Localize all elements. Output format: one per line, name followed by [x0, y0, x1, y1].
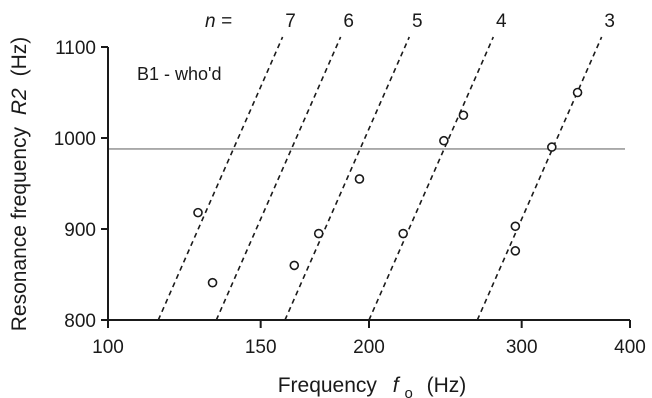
x-axis-title-prefix: Frequency: [278, 374, 378, 397]
data-point: [313, 228, 324, 239]
harmonic-label-n4: 4: [496, 11, 507, 32]
harmonic-label-n5: 5: [412, 11, 423, 32]
axes: [101, 46, 631, 328]
x-tick-label: 150: [245, 337, 277, 358]
data-point: [510, 246, 521, 256]
harmonic-line-n4: [368, 36, 495, 321]
y-tick-label: 800: [64, 311, 96, 332]
harmonic-label-n6: 6: [343, 11, 354, 32]
y-tick-label: 1000: [54, 129, 96, 150]
harmonic-line-n5: [284, 36, 411, 321]
harmonic-line-n3: [476, 36, 603, 321]
x-axis-title-unit: (Hz): [427, 374, 467, 397]
y-axis-title-symbol: R2: [8, 88, 31, 115]
data-point: [354, 174, 365, 184]
y-tick-label: 1100: [55, 38, 96, 59]
data-points: [193, 87, 583, 288]
x-axis-title: Frequency f o (Hz): [278, 374, 467, 398]
data-point: [510, 221, 521, 232]
harmonic-line-n7: [157, 36, 284, 321]
x-axis-title-subscript: o: [404, 385, 412, 398]
tick-labels: 100 150 200 300 400 800 900 1000 1100: [54, 38, 646, 358]
y-tick-label: 900: [64, 220, 96, 241]
harmonic-lines-layer: [157, 36, 603, 321]
data-point: [439, 135, 449, 146]
harmonic-label-n7: 7: [285, 11, 296, 32]
x-tick-label: 400: [614, 337, 646, 358]
annotation-label: B1 - who'd: [137, 64, 221, 84]
data-point: [289, 260, 300, 271]
data-point: [547, 142, 557, 152]
harmonic-number-labels: 7 6 5 4 3: [285, 11, 615, 32]
data-point: [193, 207, 203, 218]
harmonic-prefix-label: n =: [205, 11, 232, 32]
x-tick-label: 200: [353, 337, 385, 358]
x-tick-label: 100: [92, 337, 124, 358]
y-axis-title-prefix: Resonance frequency: [8, 126, 31, 331]
data-point: [572, 87, 583, 98]
y-axis-title-unit: (Hz): [8, 37, 31, 77]
harmonic-label-n3: 3: [604, 11, 615, 32]
data-point: [207, 277, 218, 288]
harmonic-line-n6: [215, 36, 342, 321]
y-axis-title: Resonance frequency R2 (Hz): [8, 37, 31, 332]
data-point: [458, 110, 469, 121]
data-point: [398, 228, 408, 239]
x-tick-label: 300: [506, 337, 538, 358]
x-axis-title-symbol: f: [393, 374, 401, 397]
